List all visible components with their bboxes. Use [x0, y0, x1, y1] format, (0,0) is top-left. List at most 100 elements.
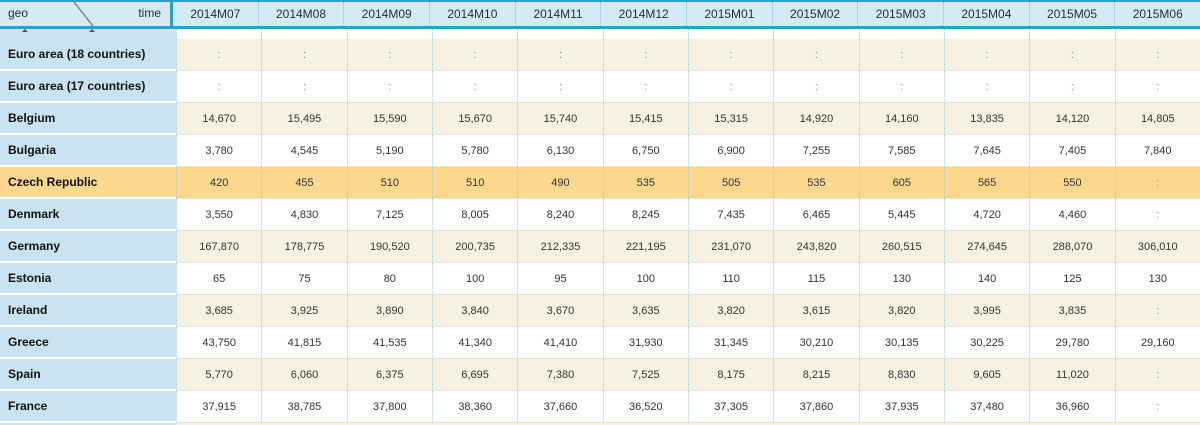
column-header-2014M10[interactable]: 2014M10 — [429, 2, 515, 26]
data-cell: 15,315 — [687, 103, 774, 135]
row-label-germany[interactable]: Germany — [0, 231, 176, 263]
row-label-france[interactable]: France — [0, 391, 176, 423]
data-cell: 43,750 — [176, 327, 262, 359]
data-cell: : — [176, 71, 262, 103]
clipped-row — [0, 29, 1200, 39]
data-cell: 288,070 — [1029, 231, 1115, 263]
data-cell: 31,345 — [687, 327, 774, 359]
column-header-2015M05[interactable]: 2015M05 — [1028, 2, 1115, 26]
column-header-2014M07[interactable]: 2014M07 — [190, 7, 241, 21]
data-cell: 3,615 — [773, 295, 859, 327]
column-header-2014M12[interactable]: 2014M12 — [600, 2, 686, 26]
row-label-denmark[interactable]: Denmark — [0, 199, 176, 231]
table-header: geo time 2014M07 2014M08 2014M09 2014M10 201… — [0, 0, 1200, 29]
data-cell: : — [687, 39, 774, 71]
data-cell: 6,750 — [602, 135, 688, 167]
clipped-cell — [602, 29, 688, 39]
data-cell: 7,125 — [346, 199, 432, 231]
data-cell: 37,800 — [346, 391, 432, 423]
column-header-2015M02[interactable]: 2015M02 — [771, 2, 858, 26]
column-header-2015M01[interactable]: 2015M01 — [686, 2, 772, 26]
row-cells: :::::::::::: — [176, 71, 1200, 103]
row-label-greece[interactable]: Greece — [0, 327, 176, 359]
table-row: France 37,915 38,785 37,800 38,360 37,660 36,5… — [0, 391, 1200, 423]
column-header-2015M06[interactable]: 2015M06 — [1114, 2, 1200, 26]
data-cell: 8,830 — [858, 359, 944, 391]
data-cell: : — [1029, 71, 1115, 103]
data-cell: 200,735 — [431, 231, 518, 263]
data-cell: 212,335 — [517, 231, 603, 263]
clipped-cell — [346, 29, 432, 39]
data-cell: 38,785 — [261, 391, 347, 423]
row-label-czech-republic[interactable]: Czech Republic — [0, 167, 176, 199]
data-cell: 167,870 — [176, 231, 262, 263]
data-cell: 37,305 — [687, 391, 774, 423]
data-cell: 3,685 — [176, 295, 262, 327]
data-cell: : — [858, 39, 944, 71]
data-cell: 3,820 — [858, 295, 944, 327]
data-cell: 6,900 — [687, 135, 774, 167]
data-cell: 14,670 — [176, 103, 262, 135]
data-cell: 15,415 — [602, 103, 688, 135]
data-cell: 306,010 — [1114, 231, 1200, 263]
column-header-2014M11[interactable]: 2014M11 — [514, 2, 601, 26]
data-cell: 140 — [943, 263, 1030, 295]
data-cell: : — [943, 71, 1030, 103]
data-cell: 7,645 — [943, 135, 1030, 167]
data-cell: : — [346, 71, 432, 103]
data-cell: 6,060 — [261, 359, 347, 391]
data-cell: 505 — [687, 167, 774, 199]
data-cell: 29,780 — [1029, 327, 1115, 359]
data-cell: 5,780 — [431, 135, 518, 167]
clipped-cell — [773, 29, 858, 39]
row-cells: 43,750 41,815 41,535 41,340 41,410 31,930 31,3… — [176, 327, 1200, 359]
data-cell: : — [517, 71, 603, 103]
row-label-spain[interactable]: Spain — [0, 359, 176, 391]
row-cells: 5,770 6,060 6,375 6,695 7,380 7,525 8,175 8,215… — [176, 359, 1200, 391]
table-row: Bulgaria 3,780 4,545 5,190 5,780 6,130 6,750 6,… — [0, 135, 1200, 167]
clipped-text-artifact — [22, 29, 28, 32]
row-label-bulgaria[interactable]: Bulgaria — [0, 135, 176, 167]
data-cell: 14,120 — [1029, 103, 1115, 135]
data-cell: 550 — [1029, 167, 1115, 199]
row-label-euro-area-18-countries[interactable]: Euro area (18 countries) — [0, 39, 176, 71]
data-cell: 4,460 — [1029, 199, 1115, 231]
column-header-2014M08[interactable]: 2014M08 — [257, 2, 344, 26]
data-cell: 510 — [346, 167, 432, 199]
data-cell: : — [1114, 39, 1200, 71]
row-label-belgium[interactable]: Belgium — [0, 103, 176, 135]
column-header-2015M03[interactable]: 2015M03 — [857, 2, 943, 26]
column-headers: 2014M07 2014M08 2014M09 2014M10 2014M11 2014M… — [173, 2, 1200, 26]
data-cell: 7,405 — [1029, 135, 1115, 167]
clipped-cell — [176, 29, 261, 39]
data-cell: 41,340 — [431, 327, 518, 359]
data-cell: 9,605 — [943, 359, 1030, 391]
row-label-estonia[interactable]: Estonia — [0, 263, 176, 295]
data-cell: 41,535 — [346, 327, 432, 359]
data-cell: 8,005 — [431, 199, 518, 231]
data-cell: 36,520 — [602, 391, 688, 423]
row-label-ireland[interactable]: Ireland — [0, 295, 176, 327]
data-cell: 65 — [176, 263, 262, 295]
data-cell: 3,995 — [943, 295, 1030, 327]
data-cell: 75 — [261, 263, 347, 295]
row-label-euro-area-17-countries[interactable]: Euro area (17 countries) — [0, 71, 176, 103]
data-cell: 14,920 — [773, 103, 859, 135]
data-cell: : — [346, 39, 432, 71]
data-cell: 4,545 — [261, 135, 347, 167]
table-row: Euro area (18 countries):::::::::::: — [0, 39, 1200, 71]
data-cell: 8,175 — [687, 359, 774, 391]
data-cell: 5,190 — [346, 135, 432, 167]
diagonal-divider — [73, 2, 94, 26]
data-cell: 15,740 — [517, 103, 603, 135]
data-cell: 274,645 — [943, 231, 1030, 263]
data-cell: 14,805 — [1114, 103, 1200, 135]
data-cell: 7,380 — [517, 359, 603, 391]
data-cell: 455 — [261, 167, 347, 199]
column-header-2015M04[interactable]: 2015M04 — [943, 2, 1029, 26]
column-header-2014M09[interactable]: 2014M09 — [343, 2, 429, 26]
data-cell: 37,935 — [858, 391, 944, 423]
data-cell: 3,890 — [346, 295, 432, 327]
axis-corner-cell[interactable]: geo time — [0, 2, 173, 26]
